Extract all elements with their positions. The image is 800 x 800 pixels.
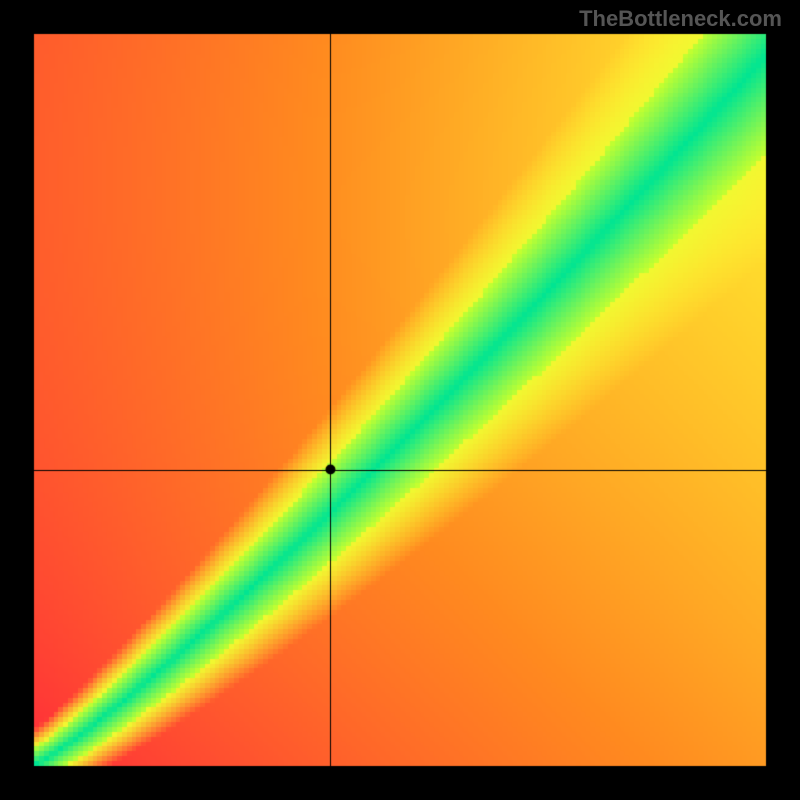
- chart-container: TheBottleneck.com: [0, 0, 800, 800]
- bottleneck-heatmap-canvas: [0, 0, 800, 800]
- watermark-text: TheBottleneck.com: [579, 6, 782, 32]
